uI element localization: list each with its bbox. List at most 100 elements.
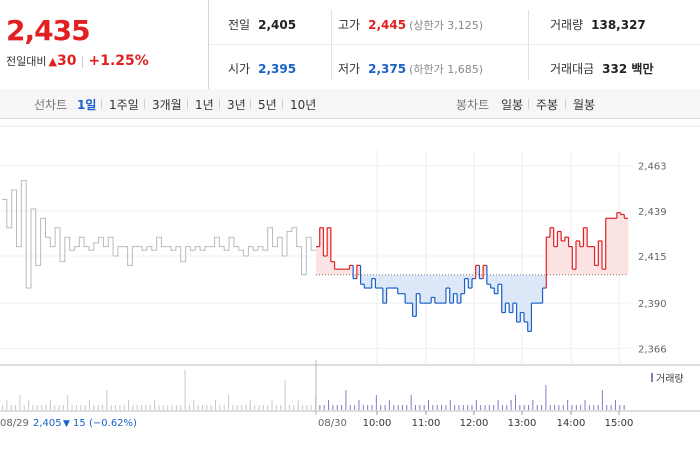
volume-bar: [567, 400, 569, 410]
candle-chart-label: 봉차트: [456, 98, 490, 112]
volume-bar: [271, 400, 273, 410]
change-value: 30: [56, 53, 77, 69]
price-area-fill: [535, 274, 540, 304]
volume-bar: [510, 400, 512, 410]
volume-bar: [228, 395, 230, 410]
price-area-fill: [594, 265, 599, 275]
x-tick-label: 10:00: [363, 418, 392, 429]
price-area-fill: [342, 269, 347, 275]
tab-3y[interactable]: 3년: [227, 98, 246, 112]
price-area-fill: [446, 274, 451, 289]
price-area-fill: [620, 214, 625, 275]
volume-bar: [306, 405, 308, 410]
volume-label: 거래량: [550, 18, 584, 32]
tab-3m[interactable]: 3개월: [152, 98, 182, 112]
tab-weekly[interactable]: 주봉: [536, 98, 559, 112]
price-area-fill: [371, 274, 376, 279]
volume-bar: [436, 405, 438, 410]
volume-bar: [614, 400, 616, 410]
volume-cell: 거래량 138,327: [550, 16, 646, 33]
volume-bar: [593, 405, 595, 410]
prev-day-series-line: [2, 180, 316, 289]
volume-bar: [71, 405, 73, 410]
volume-bar: [519, 405, 521, 410]
price-area-fill: [616, 212, 621, 275]
volume-bar: [32, 405, 34, 410]
x-tick-label: 11:00: [412, 418, 441, 429]
volume-bar: [619, 405, 621, 410]
price-area-fill: [509, 274, 514, 313]
volume-bar: [623, 405, 625, 410]
tab-daily[interactable]: 일봉: [501, 98, 524, 112]
x-tick-label: 15:00: [605, 418, 634, 429]
amount-value: 332 백만: [602, 62, 654, 76]
price-area-fill: [561, 240, 566, 275]
price-area-fill: [483, 265, 488, 275]
tab-5y[interactable]: 5년: [258, 98, 277, 112]
price-area-fill: [546, 237, 551, 275]
price-area-fill: [550, 227, 555, 275]
lower-limit: (하한가 1,685): [409, 63, 483, 76]
volume-bar: [501, 405, 503, 410]
volume-bar: [441, 405, 443, 410]
y-tick-label: 2,439: [638, 207, 667, 218]
volume-bar: [323, 405, 325, 410]
price-area-fill: [382, 274, 387, 304]
volume-bar: [428, 400, 430, 410]
volume-bar: [332, 405, 334, 410]
price-area-fill: [512, 274, 517, 304]
price-area-fill: [405, 274, 410, 304]
price-area-fill: [557, 231, 562, 275]
price-area-fill: [505, 274, 510, 304]
volume-bar: [171, 405, 173, 410]
price-area-fill: [524, 274, 529, 322]
volume-bar: [606, 405, 608, 410]
tab-separator: [565, 99, 566, 109]
tab-separator: [187, 99, 188, 109]
volume-bar: [493, 405, 495, 410]
volume-bar: [423, 405, 425, 410]
price-area-fill: [319, 227, 324, 275]
prev-close-label: 전일: [228, 18, 251, 32]
tab-1w[interactable]: 1주일: [109, 98, 139, 112]
volume-bar: [80, 405, 82, 410]
price-area-fill: [590, 246, 595, 275]
volume-bar: [162, 405, 164, 410]
volume-bar: [497, 400, 499, 410]
volume-bar: [45, 405, 47, 410]
quote-col-divider: [528, 10, 529, 80]
volume-bar: [128, 400, 130, 410]
volume-bar: [454, 405, 456, 410]
volume-bar: [480, 405, 482, 410]
volume-bar: [488, 405, 490, 410]
low-label: 저가: [338, 62, 361, 76]
price-area-fill: [390, 274, 395, 289]
volume-bar: [149, 405, 151, 410]
quote-grid-divider: [209, 44, 700, 45]
price-area-fill: [375, 274, 380, 289]
price-area-fill: [587, 246, 592, 275]
price-area-fill: [598, 240, 603, 275]
price-area-fill: [431, 274, 436, 298]
volume-bar: [315, 395, 316, 410]
price-area-fill: [479, 274, 484, 279]
volume-bar: [23, 405, 25, 410]
volume-bar: [297, 400, 299, 410]
tab-1y[interactable]: 1년: [195, 98, 214, 112]
price-area-fill: [353, 274, 358, 279]
volume-bar: [571, 405, 573, 410]
volume-bar: [410, 395, 412, 410]
volume-bar: [401, 405, 403, 410]
change-separator: |: [80, 54, 85, 68]
price-area-fill: [609, 218, 614, 275]
high-label: 고가: [338, 18, 361, 32]
up-triangle-icon: ▲: [48, 55, 57, 68]
tab-10y[interactable]: 10년: [290, 98, 317, 112]
open-value: 2,395: [258, 62, 297, 76]
tab-monthly[interactable]: 월봉: [573, 98, 596, 112]
volume-bar: [601, 390, 603, 410]
tab-1d[interactable]: 1일: [77, 98, 97, 112]
price-area-fill: [364, 274, 369, 289]
volume-bar: [445, 405, 447, 410]
quote-col-divider: [331, 10, 332, 80]
